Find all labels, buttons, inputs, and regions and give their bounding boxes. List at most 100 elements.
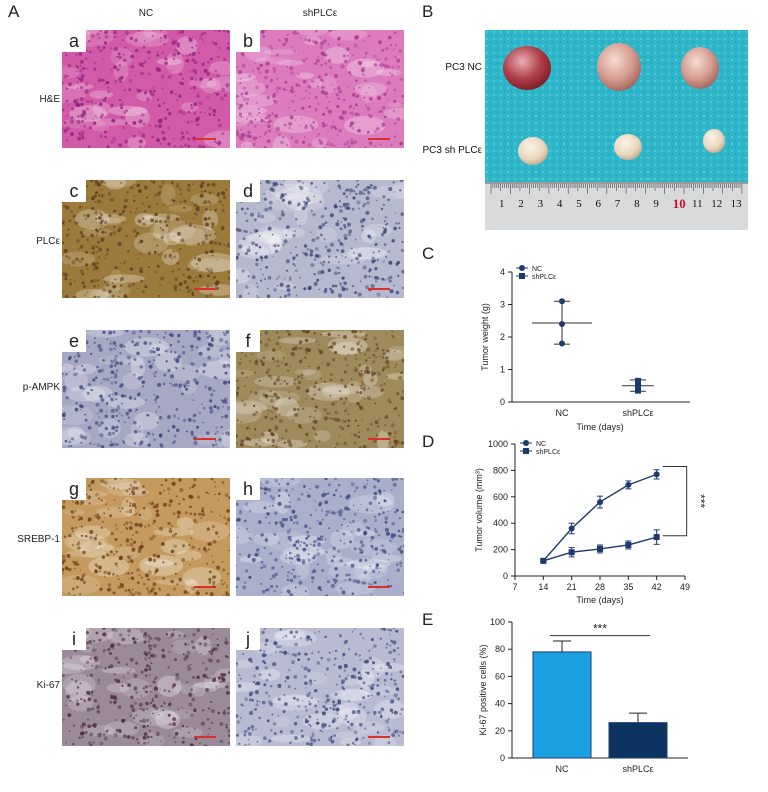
- legend-label: shPLCε: [536, 449, 560, 456]
- tumor-sh-3: [703, 129, 725, 153]
- micrograph-h: h: [236, 478, 404, 596]
- y-tick-label: 4: [500, 267, 505, 277]
- ruler-number: 11: [692, 198, 703, 210]
- scale-bar: [368, 288, 390, 290]
- significance-bracket: [662, 465, 688, 537]
- x-tick-label: 28: [595, 582, 605, 592]
- scale-bar: [368, 438, 390, 440]
- micrograph-letter: e: [62, 330, 86, 352]
- panel-label-a: A: [8, 2, 20, 21]
- scale-bar: [368, 736, 390, 738]
- ruler-number: 6: [595, 198, 602, 210]
- y-tick-label: 1: [500, 365, 505, 375]
- ruler-number: 13: [730, 198, 742, 210]
- micrograph-letter: c: [62, 180, 86, 202]
- y-tick-label: 600: [493, 492, 508, 502]
- ruler-number: 5: [576, 198, 582, 210]
- micrograph-letter: j: [236, 628, 260, 650]
- y-tick-label: 0: [503, 571, 508, 581]
- y-tick-label: 0: [500, 397, 505, 407]
- x-tick-label: shPLCε: [622, 408, 653, 418]
- legend-label: shPLCε: [532, 274, 556, 281]
- data-point: [635, 387, 641, 394]
- micrograph-g: g: [62, 478, 230, 596]
- data-point: [568, 549, 575, 556]
- data-point: [559, 298, 565, 305]
- data-point: [559, 340, 565, 347]
- y-axis-label: Tumor weight (g): [480, 303, 490, 371]
- x-tick-label: shPLCε: [622, 764, 653, 774]
- tumor-nc-2: [597, 43, 641, 91]
- scale-bar: [194, 288, 216, 290]
- panel-label-c: C: [422, 244, 435, 263]
- data-point: [568, 525, 575, 532]
- data-point: [597, 499, 603, 506]
- photo-label-pc3-nc: PC3 NC: [445, 62, 482, 73]
- y-tick-label: 100: [490, 617, 505, 627]
- micrograph-b: b: [236, 30, 404, 148]
- legend-marker: [519, 273, 525, 279]
- data-point: [625, 541, 632, 548]
- x-tick-label: 42: [652, 582, 662, 592]
- y-tick-label: 800: [493, 465, 508, 475]
- x-tick-label: NC: [556, 764, 569, 774]
- scale-bar: [194, 736, 216, 738]
- micrograph-letter: h: [236, 478, 260, 500]
- micrograph-letter: a: [62, 30, 86, 52]
- micrograph-f: f: [236, 330, 404, 448]
- micrograph-letter: d: [236, 180, 260, 202]
- y-tick-label: 20: [495, 726, 505, 736]
- ruler-number: 2: [518, 198, 524, 210]
- data-point: [559, 321, 565, 327]
- data-point: [653, 471, 660, 478]
- data-point: [625, 481, 632, 488]
- micrograph-i: i: [62, 628, 230, 746]
- y-tick-label: 0: [500, 753, 505, 763]
- tumor-photo-drawing: [485, 30, 748, 230]
- micrograph-j: j: [236, 628, 404, 746]
- row-label: SREBP-1: [17, 534, 60, 545]
- tumor-nc-1: [503, 46, 551, 90]
- legend-marker: [519, 265, 525, 271]
- legend-marker: [523, 440, 529, 446]
- legend-marker: [523, 448, 529, 454]
- legend-label: NC: [536, 441, 546, 448]
- panel-label-b: B: [422, 2, 434, 21]
- row-label: PLCε: [36, 236, 60, 247]
- ki67-bar-chart: 0 20 40 60 80 100 Ki-67 positive cells (%) NC sh…: [478, 617, 688, 774]
- y-tick-label: 40: [495, 699, 505, 709]
- significance-stars: ***: [694, 494, 708, 508]
- panel-label-e: E: [422, 610, 434, 629]
- row-label: H&E: [39, 94, 60, 105]
- data-point: [635, 382, 641, 389]
- ruler-number: 10: [672, 196, 686, 211]
- y-tick-label: 200: [493, 545, 508, 555]
- x-tick-label: 21: [567, 582, 577, 592]
- y-tick-label: 60: [495, 671, 505, 681]
- panel-label-d: D: [422, 432, 435, 451]
- micrograph-d: d: [236, 180, 404, 298]
- bar-nc: [532, 651, 592, 759]
- xenograft-tumor-photo: 1 2 3 4 5 6 7 8 9 10 11 12 13: [485, 30, 748, 230]
- micrograph-letter: f: [236, 330, 260, 352]
- ruler-number: 1: [499, 198, 505, 210]
- scale-bar: [368, 138, 390, 140]
- y-tick-label: 400: [493, 518, 508, 528]
- y-tick-label: 80: [495, 644, 505, 654]
- scale-bar: [368, 586, 390, 588]
- tumor-volume-chart: 0 200 400 600 800 1000 7 14 21 28 35 42 49 Time (days…: [474, 439, 708, 605]
- legend-label: NC: [532, 266, 542, 273]
- tumor-sh-1: [518, 137, 548, 165]
- scale-bar: [194, 438, 216, 440]
- y-axis-label: Tumor volume (mm³): [474, 468, 484, 552]
- significance-stars: ***: [593, 622, 607, 636]
- y-axis-label: Ki-67 positive cells (%): [478, 644, 488, 735]
- ruler-number: 9: [653, 198, 659, 210]
- scale-bar: [194, 586, 216, 588]
- bar-shplce: [608, 722, 668, 759]
- photo-label-pc3-sh: PC3 sh PLCε: [422, 145, 482, 156]
- micrograph-a: a: [62, 30, 230, 148]
- y-tick-label: 1000: [488, 439, 508, 449]
- micrograph-e: e: [62, 330, 230, 448]
